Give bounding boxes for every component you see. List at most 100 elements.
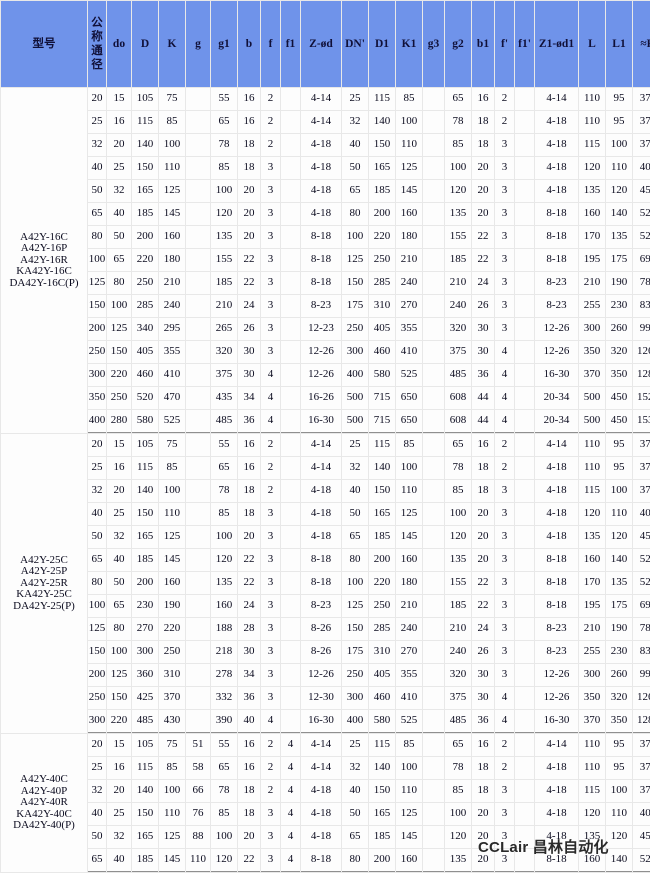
cell-g3 [423,664,444,686]
cell-D1: 715 [369,387,395,409]
cell-b1: 20 [472,849,494,872]
cell-D1: 220 [369,226,395,248]
cell-f1p [515,480,534,502]
cell-fp: 2 [495,88,514,110]
cell-H: 838 [633,641,650,663]
cell-do: 65 [107,249,131,271]
cell-H: 1283 [633,710,650,733]
cell-f1 [281,111,300,133]
cell-b: 16 [238,757,260,779]
cell-do: 280 [107,410,131,433]
cell-DNp: 500 [342,410,368,433]
cell-dn: 40 [88,503,106,525]
cell-K: 125 [159,826,185,848]
cell-D: 105 [132,434,158,456]
cell-do: 100 [107,295,131,317]
cell-K: 180 [159,249,185,271]
cell-Z1od1: 4-18 [535,803,578,825]
cell-b: 18 [238,134,260,156]
cell-K: 85 [159,457,185,479]
cell-g1: 375 [211,364,237,386]
cell-f1p [515,341,534,363]
cell-g3 [423,203,444,225]
cell-DNp: 32 [342,457,368,479]
cell-g [186,572,210,594]
cell-D: 150 [132,503,158,525]
table-row: 250 150 425 370 332 36 3 12-30 300 460 410 375 30 4 12… [1,687,650,709]
cell-fp: 2 [495,734,514,756]
cell-Zod: 16-30 [301,410,341,433]
column-header-model: 型号 [1,1,87,87]
cell-g [186,134,210,156]
cell-dn: 125 [88,272,106,294]
cell-dn: 25 [88,457,106,479]
cell-dn: 20 [88,434,106,456]
cell-g [186,549,210,571]
cell-H: 1530 [633,410,650,433]
table-row: 150 100 300 250 218 30 3 8-26 175 310 270 240 26 3 8-2… [1,641,650,663]
cell-Zod: 4-14 [301,457,341,479]
cell-D1: 185 [369,526,395,548]
table-row: 65 40 185 145 110 120 22 3 4 8-18 80 200 160 135 20 3 8-… [1,849,650,872]
cell-do: 15 [107,734,131,756]
cell-L: 115 [579,134,605,156]
cell-g [186,387,210,409]
cell-b: 36 [238,687,260,709]
cell-K: 75 [159,434,185,456]
cell-dn: 150 [88,295,106,317]
table-row: 25 16 115 85 65 16 2 4-14 32 140 100 78 18 2 4-18 110 95… [1,457,650,479]
cell-K: 100 [159,134,185,156]
cell-D: 200 [132,572,158,594]
cell-g1: 155 [211,249,237,271]
cell-b1: 30 [472,687,494,709]
cell-L1: 320 [606,687,632,709]
table-row: 32 20 140 100 78 18 2 4-18 40 150 110 85 18 3 4-18 115 1… [1,134,650,156]
cell-L: 115 [579,480,605,502]
cell-do: 250 [107,387,131,409]
cell-D: 185 [132,549,158,571]
cell-L: 370 [579,364,605,386]
table-row: 80 50 200 160 135 22 3 8-18 100 220 180 155 22 3 8-18 1… [1,572,650,594]
cell-Zod: 4-14 [301,734,341,756]
cell-f1p [515,780,534,802]
cell-g2: 185 [445,249,471,271]
cell-g3 [423,826,444,848]
cell-g [186,687,210,709]
cell-b: 20 [238,826,260,848]
cell-K1: 210 [396,249,422,271]
cell-L1: 260 [606,318,632,340]
cell-fp: 3 [495,203,514,225]
cell-L1: 120 [606,180,632,202]
cell-L: 120 [579,503,605,525]
cell-fp: 3 [495,803,514,825]
model-name: A42Y-16R [20,253,68,266]
column-header-g1: g1 [211,1,237,87]
cell-D1: 185 [369,180,395,202]
cell-dn: 32 [88,780,106,802]
table-row: 250 150 405 355 320 30 3 12-26 300 460 410 375 30 4 12… [1,341,650,363]
cell-g3 [423,88,444,110]
cell-b: 22 [238,572,260,594]
cell-Z1od1: 4-18 [535,457,578,479]
cell-g1: 218 [211,641,237,663]
cell-L: 500 [579,387,605,409]
cell-D1: 200 [369,849,395,872]
cell-dn: 80 [88,226,106,248]
cell-b1: 36 [472,710,494,733]
cell-g1: 85 [211,157,237,179]
cell-g2: 210 [445,272,471,294]
cell-Zod: 16-26 [301,387,341,409]
cell-g: 76 [186,803,210,825]
cell-K: 295 [159,318,185,340]
cell-g3 [423,111,444,133]
column-header-D1: D1 [369,1,395,87]
cell-f1 [281,526,300,548]
cell-g2: 85 [445,134,471,156]
cell-D: 185 [132,849,158,872]
cell-dn: 20 [88,88,106,110]
cell-D: 165 [132,180,158,202]
cell-g3 [423,734,444,756]
cell-DNp: 250 [342,318,368,340]
cell-b1: 18 [472,757,494,779]
cell-L: 195 [579,595,605,617]
